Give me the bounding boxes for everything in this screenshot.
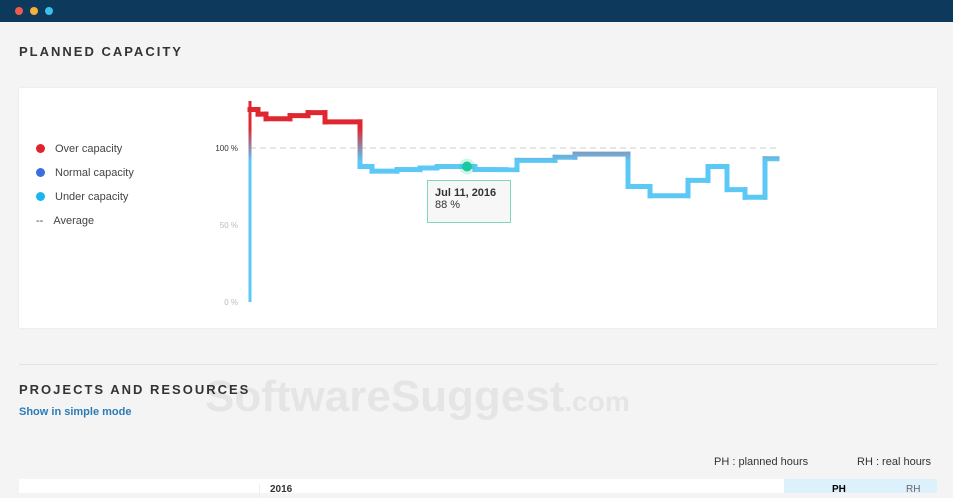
watermark-logo: SoftwareSuggest.com [205, 372, 630, 422]
tooltip-value: 88 % [435, 199, 460, 211]
projects-table-header: 2016 PH RH [19, 479, 937, 493]
ph-column-header[interactable]: PH [832, 484, 846, 495]
ph-legend: PH : planned hours [714, 456, 808, 468]
tooltip-date: Jul 11, 2016 [435, 187, 503, 199]
simple-mode-link[interactable]: Show in simple mode [19, 406, 131, 418]
year-header: 2016 [259, 484, 292, 498]
highlighted-point[interactable] [462, 161, 472, 171]
section-divider [19, 364, 937, 365]
projects-title: PROJECTS AND RESOURCES [19, 382, 250, 397]
chart-tooltip: Jul 11, 2016 88 % [427, 180, 511, 223]
hours-columns: PH RH [784, 479, 937, 493]
rh-legend: RH : real hours [857, 456, 931, 468]
rh-column-header[interactable]: RH [906, 484, 920, 495]
